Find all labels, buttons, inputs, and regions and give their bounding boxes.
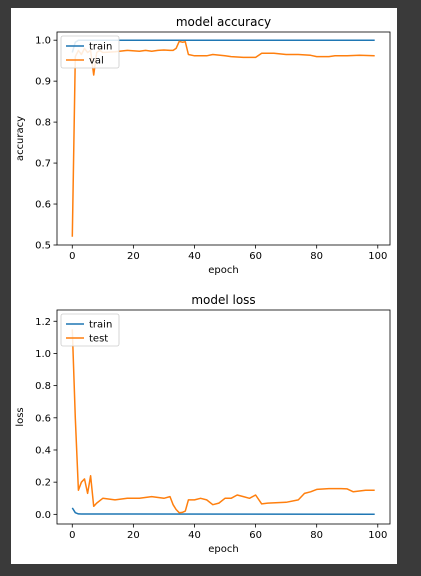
x-tick-label: 0	[69, 251, 75, 262]
x-tick-label: 20	[127, 251, 140, 262]
figure: model accuracy 0 20 40 60 80 100 0.5 0.6 0.7 0.8 0.…	[11, 8, 397, 564]
x-tick-label: 0	[69, 530, 75, 541]
y-tick-label: 1.0	[35, 36, 51, 47]
x-tick-label: 100	[368, 251, 387, 262]
y-axis-label: loss	[15, 407, 26, 426]
x-tick-label: 80	[310, 530, 323, 541]
chart-title: model loss	[191, 293, 255, 307]
axes-frame	[56, 309, 391, 525]
legend-label-val: val	[89, 56, 104, 67]
y-axis-label: accuracy	[15, 116, 26, 161]
series-line-test	[71, 329, 375, 514]
legend-label-train: train	[89, 320, 112, 331]
y-tick-label: 0.8	[35, 118, 51, 129]
x-axis-label: epoch	[208, 544, 238, 555]
y-tick-label: 0.5	[35, 241, 51, 252]
y-tick-label: 0.2	[35, 478, 51, 489]
y-tick-label: 1.0	[35, 349, 51, 360]
series-line-val	[71, 40, 375, 237]
x-tick-label: 40	[188, 251, 201, 262]
chart-title: model accuracy	[176, 15, 271, 29]
legend-label-train: train	[89, 42, 112, 53]
y-tick-label: 0.8	[35, 381, 51, 392]
series-line-train	[71, 507, 375, 515]
y-tick-label: 0.0	[35, 510, 51, 521]
x-axis-label: epoch	[208, 265, 238, 276]
x-tick-label: 20	[127, 530, 140, 541]
y-tick-label: 1.2	[35, 317, 51, 328]
y-tick-label: 0.4	[35, 445, 51, 456]
x-tick-label: 40	[188, 530, 201, 541]
x-tick-label: 100	[368, 530, 387, 541]
chart-1: model loss 0 20 40 60 80 100 0.0 0.2 0.4 0.6 0.8 1.0…	[15, 293, 391, 555]
x-tick-label: 60	[249, 530, 262, 541]
x-tick-label: 60	[249, 251, 262, 262]
x-tick-label: 80	[310, 251, 323, 262]
y-tick-label: 0.9	[35, 77, 51, 88]
chart-0: model accuracy 0 20 40 60 80 100 0.5 0.6 0.7 0.8 0.…	[15, 15, 391, 276]
y-tick-label: 0.6	[35, 200, 51, 211]
legend-label-test: test	[89, 334, 108, 345]
axes-frame	[56, 31, 391, 246]
y-tick-label: 0.6	[35, 413, 51, 424]
figure-canvas: model accuracy 0 20 40 60 80 100 0.5 0.6 0.7 0.8 0.…	[15, 15, 391, 555]
y-tick-label: 0.7	[35, 159, 51, 170]
